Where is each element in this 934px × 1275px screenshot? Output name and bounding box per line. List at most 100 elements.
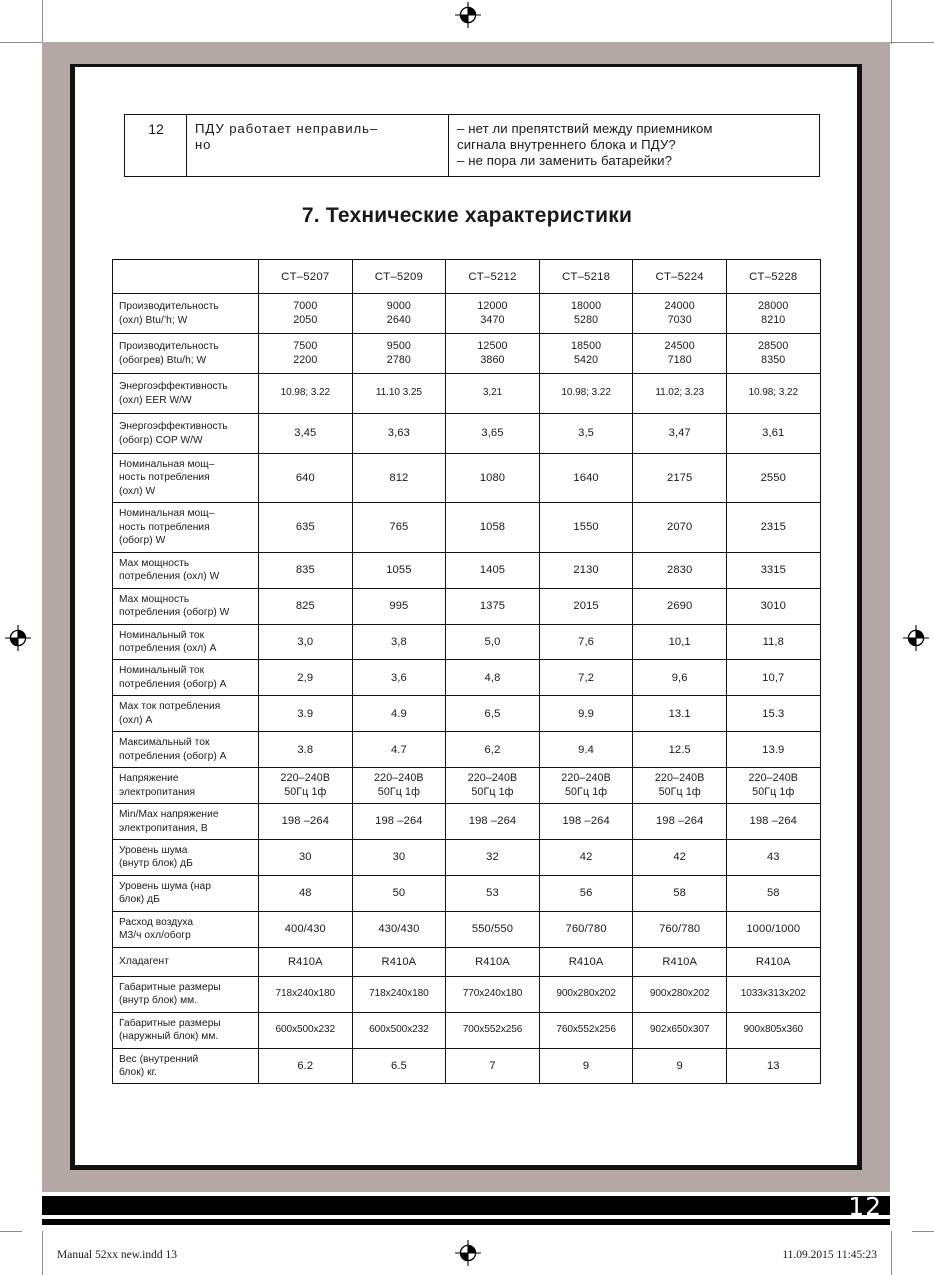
table-cell-r7-c0: 825	[258, 587, 353, 625]
troubleshooting-problem-line-2: но	[195, 137, 212, 153]
cell-line: 43	[766, 851, 780, 864]
cell-line: 1640	[573, 472, 599, 485]
cell-line: 30	[298, 851, 312, 864]
cell-line: 2,9	[297, 671, 314, 684]
cell-line: 18000	[570, 300, 602, 313]
row-header-line: Хладагент	[119, 955, 169, 967]
table-cell-r10-c1: 4.9	[351, 695, 447, 733]
cell-line: 6.5	[390, 1059, 407, 1072]
cell-line: 3,63	[387, 427, 410, 440]
table-row: Производительность (обогрев) Btu/h; W 7500…	[112, 333, 821, 374]
table-cell-r12-c5: 220–240В 50Гц 1ф	[725, 767, 821, 805]
table-row: Уровень шума (нар блок) дБ 48 50 53 56 58 58	[112, 874, 821, 912]
table-cell-r17-c1: R410A	[351, 946, 447, 977]
table-row: Вес (внутренний блок) кг. 6.2 6.5 7 9 9 13	[112, 1047, 821, 1085]
row-header-7: Мах мощность потребления (обогр) W	[112, 587, 259, 625]
cell-line: 13.1	[668, 707, 691, 720]
table-cell-r10-c0: 3.9	[258, 695, 353, 733]
row-header-line: (обогрев) Btu/h; W	[119, 354, 207, 366]
cell-line: 700x552x256	[462, 1023, 523, 1035]
row-header-line: Номинальный ток	[119, 665, 205, 677]
table-cell-r19-c3: 760x552x256	[538, 1011, 634, 1049]
table-cell-r15-c4: 58	[632, 874, 727, 912]
table-cell-r11-c4: 12.5	[632, 731, 727, 769]
table-cell-r13-c5: 198 –264	[725, 803, 821, 840]
cell-line: 10.98; 3.22	[280, 387, 331, 399]
cell-line: 1080	[479, 472, 506, 485]
cell-line: 1033x313x202	[740, 987, 806, 999]
table-cell-r10-c5: 15.3	[725, 695, 821, 733]
table-cell-r15-c3: 56	[538, 874, 634, 912]
table-cell-r9-c3: 7,2	[538, 659, 634, 697]
page-sheet-bottom-rule	[70, 1165, 862, 1170]
table-cell-r0-c1: 9000 2640	[351, 293, 447, 334]
cell-line: R410A	[662, 955, 698, 968]
table-cell-r10-c2: 6,5	[445, 695, 540, 733]
table-cell-r9-c1: 3,6	[351, 659, 447, 697]
table-cell-r1-c2: 12500 3860	[445, 333, 540, 374]
table-cell-r1-c4: 24500 7180	[632, 333, 727, 374]
cell-line: 9	[676, 1059, 683, 1072]
table-cell-r0-c4: 24000 7030	[632, 293, 727, 334]
page-sheet-right-rule	[857, 64, 862, 1170]
cell-line: 2200	[293, 353, 318, 366]
table-cell-r20-c1: 6.5	[351, 1047, 447, 1085]
cell-line: 900x805x360	[743, 1023, 804, 1035]
row-header-line: Напряжение	[119, 773, 179, 785]
cell-line: 8350	[761, 353, 786, 366]
cell-line: 9000	[386, 300, 411, 313]
cell-line: 220–240В	[280, 772, 331, 785]
table-cell-r19-c5: 900x805x360	[725, 1011, 821, 1049]
cell-line: 600x500x232	[275, 1023, 336, 1035]
table-cell-r17-c4: R410A	[632, 946, 727, 977]
table-cell-r17-c3: R410A	[538, 946, 634, 977]
cell-line: 2780	[386, 353, 411, 366]
table-cell-r5-c5: 2315	[725, 502, 821, 553]
table-cell-r10-c3: 9.9	[538, 695, 634, 733]
cell-line: 2640	[386, 313, 411, 326]
table-cell-r14-c0: 30	[258, 838, 353, 876]
table-cell-r12-c1: 220–240В 50Гц 1ф	[351, 767, 447, 805]
row-header-line: Мах ток потребления	[119, 701, 221, 713]
table-cell-r7-c1: 995	[351, 587, 447, 625]
page-number: 12	[848, 1192, 882, 1221]
cell-line: 3,65	[481, 427, 504, 440]
cell-line: 12000	[477, 300, 508, 313]
troubleshooting-problem: ПДУ работает неправиль– но	[186, 113, 449, 178]
table-cell-r11-c2: 6,2	[445, 731, 540, 769]
table-cell-r4-c5: 2550	[725, 452, 821, 504]
row-header-line: электропитания, В	[119, 822, 208, 834]
cell-line: 2175	[667, 472, 693, 485]
table-cell-r8-c1: 3,8	[351, 623, 447, 661]
troubleshooting-solution-line-2: сигнала внутреннего блока и ПДУ?	[457, 137, 676, 153]
cell-line: 11,8	[762, 635, 784, 648]
table-row: Мах мощность потребления (охл) W 835 1055 14…	[112, 551, 821, 589]
row-header-line: (обогр) COP W/W	[119, 434, 203, 446]
table-cell-r20-c5: 13	[725, 1047, 821, 1085]
crop-mark-top-left-vertical	[42, 0, 43, 44]
table-cell-r9-c0: 2,9	[258, 659, 353, 697]
cell-line: 718x240x180	[369, 987, 429, 999]
table-cell-r2-c1: 11.10 3.25	[351, 373, 447, 414]
column-header-ct-5218: CT–5218	[538, 259, 634, 294]
table-cell-r17-c5: R410A	[725, 946, 821, 977]
row-header-11: Максимальный ток потребления (обогр) A	[112, 731, 259, 769]
cell-line: 220–240В	[748, 772, 799, 785]
cell-line: 28000	[758, 300, 789, 313]
row-header-18: Габаритные размеры (внутр блок) мм.	[112, 975, 259, 1013]
cell-line: 7030	[667, 313, 692, 326]
table-cell-r15-c2: 53	[445, 874, 540, 912]
table-row: Габаритные размеры (внутр блок) мм. 718x24…	[112, 975, 821, 1013]
crop-mark-top-right-vertical	[891, 0, 892, 44]
row-header-line: блок) кг.	[119, 1066, 157, 1078]
cell-line: 3,6	[390, 671, 407, 684]
cell-line: 3,45	[294, 427, 317, 440]
cell-line: 50Гц 1ф	[284, 785, 327, 798]
row-header-line: Габаритные размеры	[119, 981, 221, 993]
cell-line: 6,2	[484, 743, 501, 756]
cell-line: 56	[579, 887, 593, 900]
row-header-line: потребления (охл) W	[119, 571, 220, 583]
row-header-line: Уровень шума	[119, 844, 188, 856]
row-header-line: Энергоэффективность	[119, 421, 228, 433]
cell-line: 50Гц 1ф	[752, 785, 795, 798]
